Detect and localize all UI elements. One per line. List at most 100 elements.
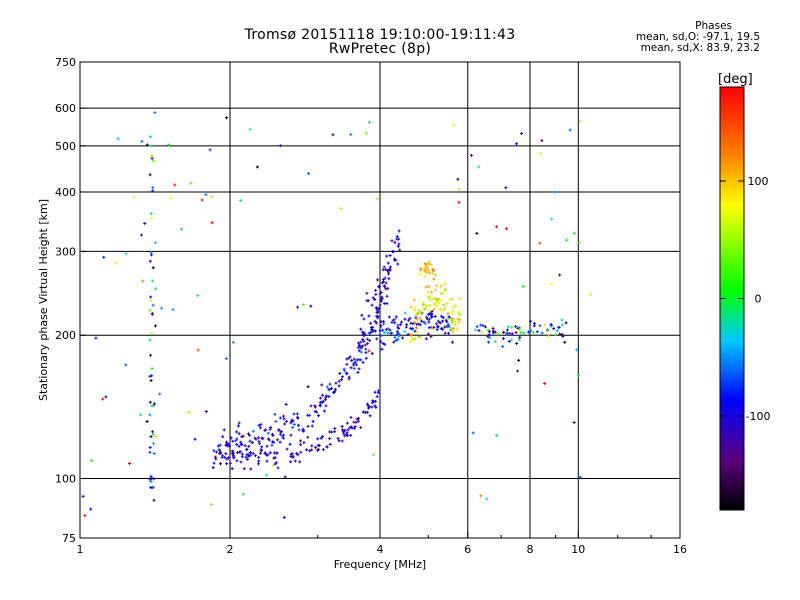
- data-point: [292, 412, 296, 416]
- data-point: [430, 326, 434, 330]
- data-point: [313, 446, 317, 450]
- data-point: [364, 356, 368, 360]
- data-point: [217, 448, 221, 452]
- data-point: [577, 241, 581, 245]
- data-point: [259, 422, 263, 426]
- data-point: [151, 159, 155, 163]
- data-point: [443, 325, 447, 329]
- data-point: [432, 307, 436, 311]
- data-point: [514, 330, 518, 334]
- data-point: [552, 327, 556, 331]
- data-point: [422, 320, 426, 324]
- data-point: [413, 305, 417, 309]
- data-point: [171, 307, 175, 311]
- data-point: [148, 308, 152, 312]
- data-point: [535, 330, 539, 334]
- data-point: [323, 398, 327, 402]
- data-point: [141, 279, 145, 283]
- data-point: [196, 294, 200, 298]
- data-point: [289, 433, 293, 437]
- data-point: [434, 288, 438, 292]
- data-point: [208, 148, 212, 152]
- data-point: [427, 260, 431, 264]
- data-point: [242, 467, 246, 471]
- data-point: [494, 433, 498, 437]
- data-point: [479, 323, 483, 327]
- data-point: [361, 360, 365, 364]
- data-point: [240, 455, 244, 459]
- data-point: [440, 314, 444, 318]
- data-point: [367, 331, 371, 335]
- data-point: [454, 304, 458, 308]
- data-point: [248, 450, 252, 454]
- data-point: [148, 413, 152, 417]
- data-point: [276, 466, 280, 470]
- data-point: [457, 320, 461, 324]
- data-point: [444, 305, 448, 309]
- data-point: [149, 435, 153, 439]
- data-point: [374, 292, 378, 296]
- data-point: [143, 222, 147, 226]
- data-point: [279, 429, 283, 433]
- data-point: [151, 189, 155, 193]
- data-point: [362, 339, 366, 343]
- data-point: [346, 428, 350, 432]
- data-point: [231, 340, 235, 344]
- data-point: [412, 320, 416, 324]
- data-point: [151, 186, 155, 190]
- data-point: [397, 334, 401, 338]
- data-point: [529, 329, 533, 333]
- data-point: [250, 441, 254, 445]
- data-point: [154, 324, 158, 328]
- data-point: [516, 369, 520, 373]
- data-point: [481, 324, 485, 328]
- data-point: [282, 414, 286, 418]
- data-point: [451, 327, 455, 331]
- data-point: [224, 440, 228, 444]
- data-point: [381, 278, 385, 282]
- data-point: [257, 462, 261, 466]
- data-point: [193, 437, 197, 441]
- data-point: [350, 358, 354, 362]
- data-point: [145, 419, 149, 423]
- data-point: [278, 416, 282, 420]
- data-point: [362, 317, 366, 321]
- data-point: [494, 225, 498, 229]
- data-point: [577, 374, 581, 378]
- data-point: [441, 319, 445, 323]
- data-point: [240, 452, 244, 456]
- data-point: [419, 268, 423, 272]
- data-point: [241, 492, 245, 496]
- data-point: [433, 315, 437, 319]
- data-point: [150, 216, 154, 220]
- data-point: [226, 456, 230, 460]
- data-point: [429, 335, 433, 339]
- data-point: [257, 455, 261, 459]
- data-point: [283, 422, 287, 426]
- data-point: [387, 315, 391, 319]
- data-point: [528, 319, 532, 323]
- x-tick-label: 1: [77, 543, 84, 556]
- data-point: [386, 331, 390, 335]
- data-point: [306, 413, 310, 417]
- data-point: [378, 303, 382, 307]
- data-point: [442, 303, 446, 307]
- data-point: [265, 453, 269, 457]
- data-point: [506, 325, 510, 329]
- data-point: [296, 423, 300, 427]
- data-point: [396, 337, 400, 341]
- phase-stats-heading: Phases: [695, 20, 732, 32]
- data-point: [546, 329, 550, 333]
- data-point: [390, 320, 394, 324]
- data-point: [231, 452, 235, 456]
- data-point: [403, 317, 407, 321]
- data-point: [356, 341, 360, 345]
- data-point: [493, 340, 497, 344]
- data-point: [151, 432, 155, 436]
- data-point: [289, 460, 293, 464]
- data-point: [560, 323, 564, 327]
- data-point: [375, 197, 379, 201]
- data-point: [543, 381, 547, 385]
- data-point: [418, 310, 422, 314]
- data-point: [152, 498, 156, 502]
